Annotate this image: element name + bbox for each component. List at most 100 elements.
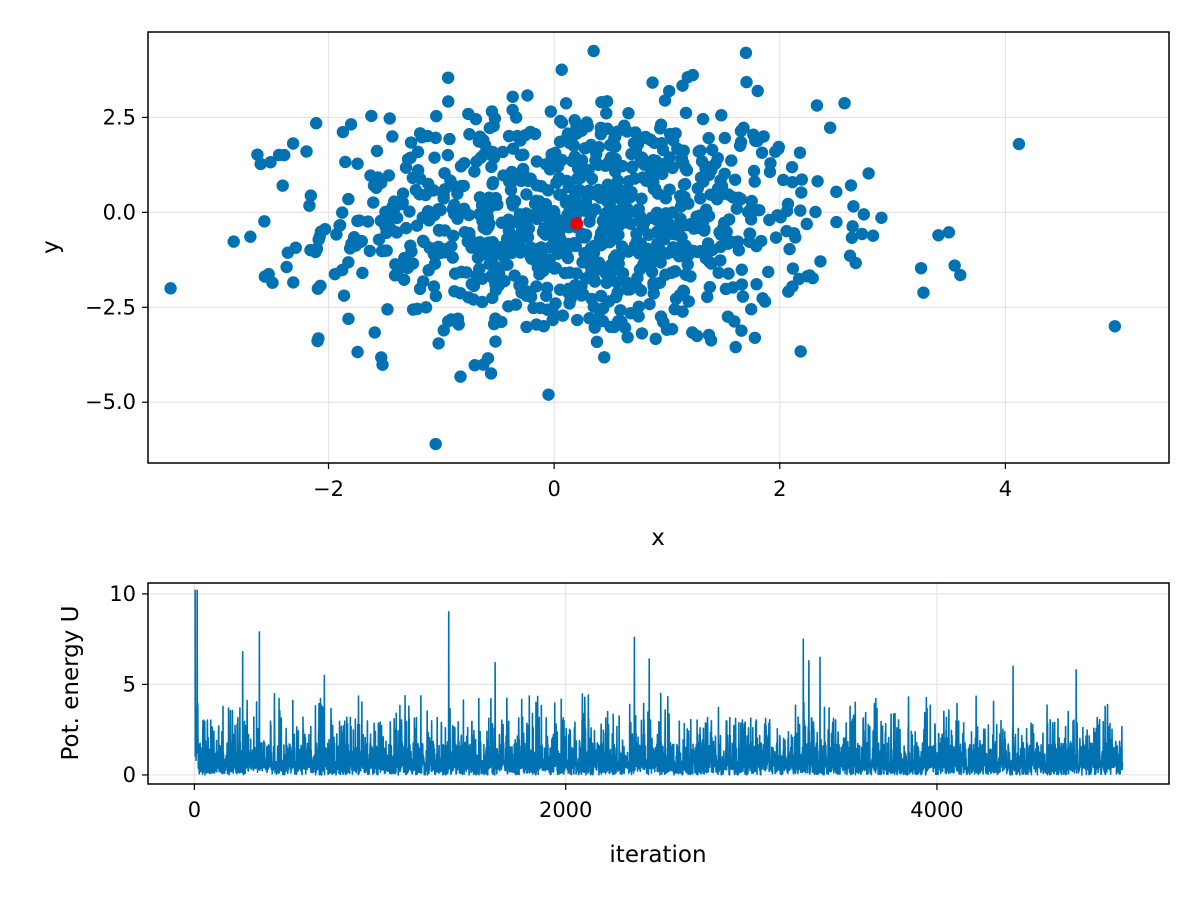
scatter-point <box>477 194 491 207</box>
scatter-point <box>718 131 731 145</box>
scatter-x-tick-label: 0 <box>547 477 560 501</box>
scatter-point <box>596 237 610 251</box>
scatter-points <box>164 44 1122 451</box>
scatter-point <box>668 265 682 278</box>
scatter-point <box>553 135 567 149</box>
scatter-point <box>443 132 456 146</box>
scatter-point <box>598 351 611 364</box>
scatter-point <box>437 192 450 205</box>
scatter-point <box>520 320 533 334</box>
scatter-point <box>855 227 869 241</box>
scatter-point <box>823 121 837 134</box>
scatter-point <box>787 227 801 240</box>
scatter-point <box>441 148 455 162</box>
scatter-point <box>531 261 545 274</box>
scatter-point <box>676 156 690 170</box>
scatter-point <box>728 173 742 186</box>
scatter-point <box>353 214 366 227</box>
scatter-point <box>539 228 552 241</box>
scatter-point <box>483 217 496 230</box>
scatter-point <box>739 46 753 60</box>
scatter-point <box>732 191 745 204</box>
scatter-point <box>375 351 388 364</box>
scatter-point <box>311 334 324 348</box>
scatter-point <box>701 290 714 304</box>
scatter-point <box>421 205 435 218</box>
scatter-point <box>588 203 602 216</box>
scatter-point <box>374 214 388 227</box>
scatter-point <box>401 152 415 166</box>
scatter-point <box>339 155 352 169</box>
scatter-y-axis-label: y <box>38 240 64 254</box>
scatter-point <box>347 231 361 244</box>
scatter-point <box>365 109 378 123</box>
scatter-point <box>589 154 602 167</box>
scatter-point <box>942 226 956 239</box>
scatter-point <box>711 151 724 165</box>
scatter-point <box>605 191 619 205</box>
scatter-point <box>679 268 692 281</box>
scatter-point <box>403 205 416 218</box>
scatter-point <box>484 367 498 380</box>
scatter-point <box>434 246 447 260</box>
scatter-point <box>735 263 748 276</box>
scatter-point <box>622 184 635 198</box>
scatter-point <box>809 205 822 219</box>
scatter-point <box>679 106 693 120</box>
scatter-point <box>710 193 724 206</box>
scatter-point <box>509 111 523 124</box>
scatter-point <box>468 165 481 178</box>
line-x-tick-label: 4000 <box>910 798 963 822</box>
scatter-point <box>544 105 557 118</box>
scatter-point <box>487 317 501 331</box>
scatter-point <box>622 107 635 120</box>
scatter-point <box>635 192 648 205</box>
scatter-point <box>566 154 579 168</box>
scatter-point <box>514 246 527 259</box>
scatter-point <box>397 273 411 286</box>
scatter-y-tick-label: 0.0 <box>103 200 136 224</box>
scatter-point <box>384 213 397 226</box>
scatter-point <box>389 258 402 271</box>
scatter-x-tick-label: 4 <box>999 477 1012 501</box>
scatter-point <box>696 112 710 126</box>
scatter-point <box>785 160 799 174</box>
scatter-point <box>516 211 529 224</box>
scatter-point <box>643 297 656 311</box>
scatter-point <box>487 272 500 285</box>
scatter-point <box>756 292 769 305</box>
scatter-point <box>281 246 295 259</box>
scatter-point <box>372 233 386 246</box>
scatter-point <box>577 288 590 301</box>
scatter-point <box>530 280 543 293</box>
scatter-point <box>342 312 355 326</box>
scatter-point <box>635 327 649 340</box>
scatter-point <box>596 302 610 315</box>
scatter-point <box>399 221 413 235</box>
scatter-point <box>550 176 563 189</box>
scatter-point <box>611 276 624 289</box>
scatter-point <box>489 335 502 348</box>
scatter-point <box>581 120 594 133</box>
scatter-point <box>310 117 323 130</box>
scatter-point <box>694 171 708 184</box>
scatter-point <box>783 242 796 256</box>
scatter-point <box>556 309 570 322</box>
scatter-point <box>548 262 561 275</box>
scatter-x-tick-label: 2 <box>773 477 786 501</box>
scatter-point <box>751 84 764 98</box>
scatter-point <box>914 261 928 275</box>
line-x-axis-label: iteration <box>609 842 706 868</box>
scatter-point <box>587 273 600 286</box>
scatter-point <box>702 131 715 145</box>
scatter-point <box>516 167 529 181</box>
scatter-point <box>875 211 888 224</box>
scatter-point <box>647 287 660 300</box>
line-panel: 0 2000 4000 0 5 10 iteration Pot. energy U <box>58 582 1170 868</box>
scatter-point <box>382 169 396 182</box>
line-y-axis-label: Pot. energy U <box>58 605 84 760</box>
scatter-point <box>654 256 667 269</box>
scatter-panel: −2 0 2 4 2.5 0.0 −2.5 −5.0 x y <box>38 31 1170 551</box>
scatter-point <box>502 213 515 226</box>
scatter-point <box>571 172 584 185</box>
